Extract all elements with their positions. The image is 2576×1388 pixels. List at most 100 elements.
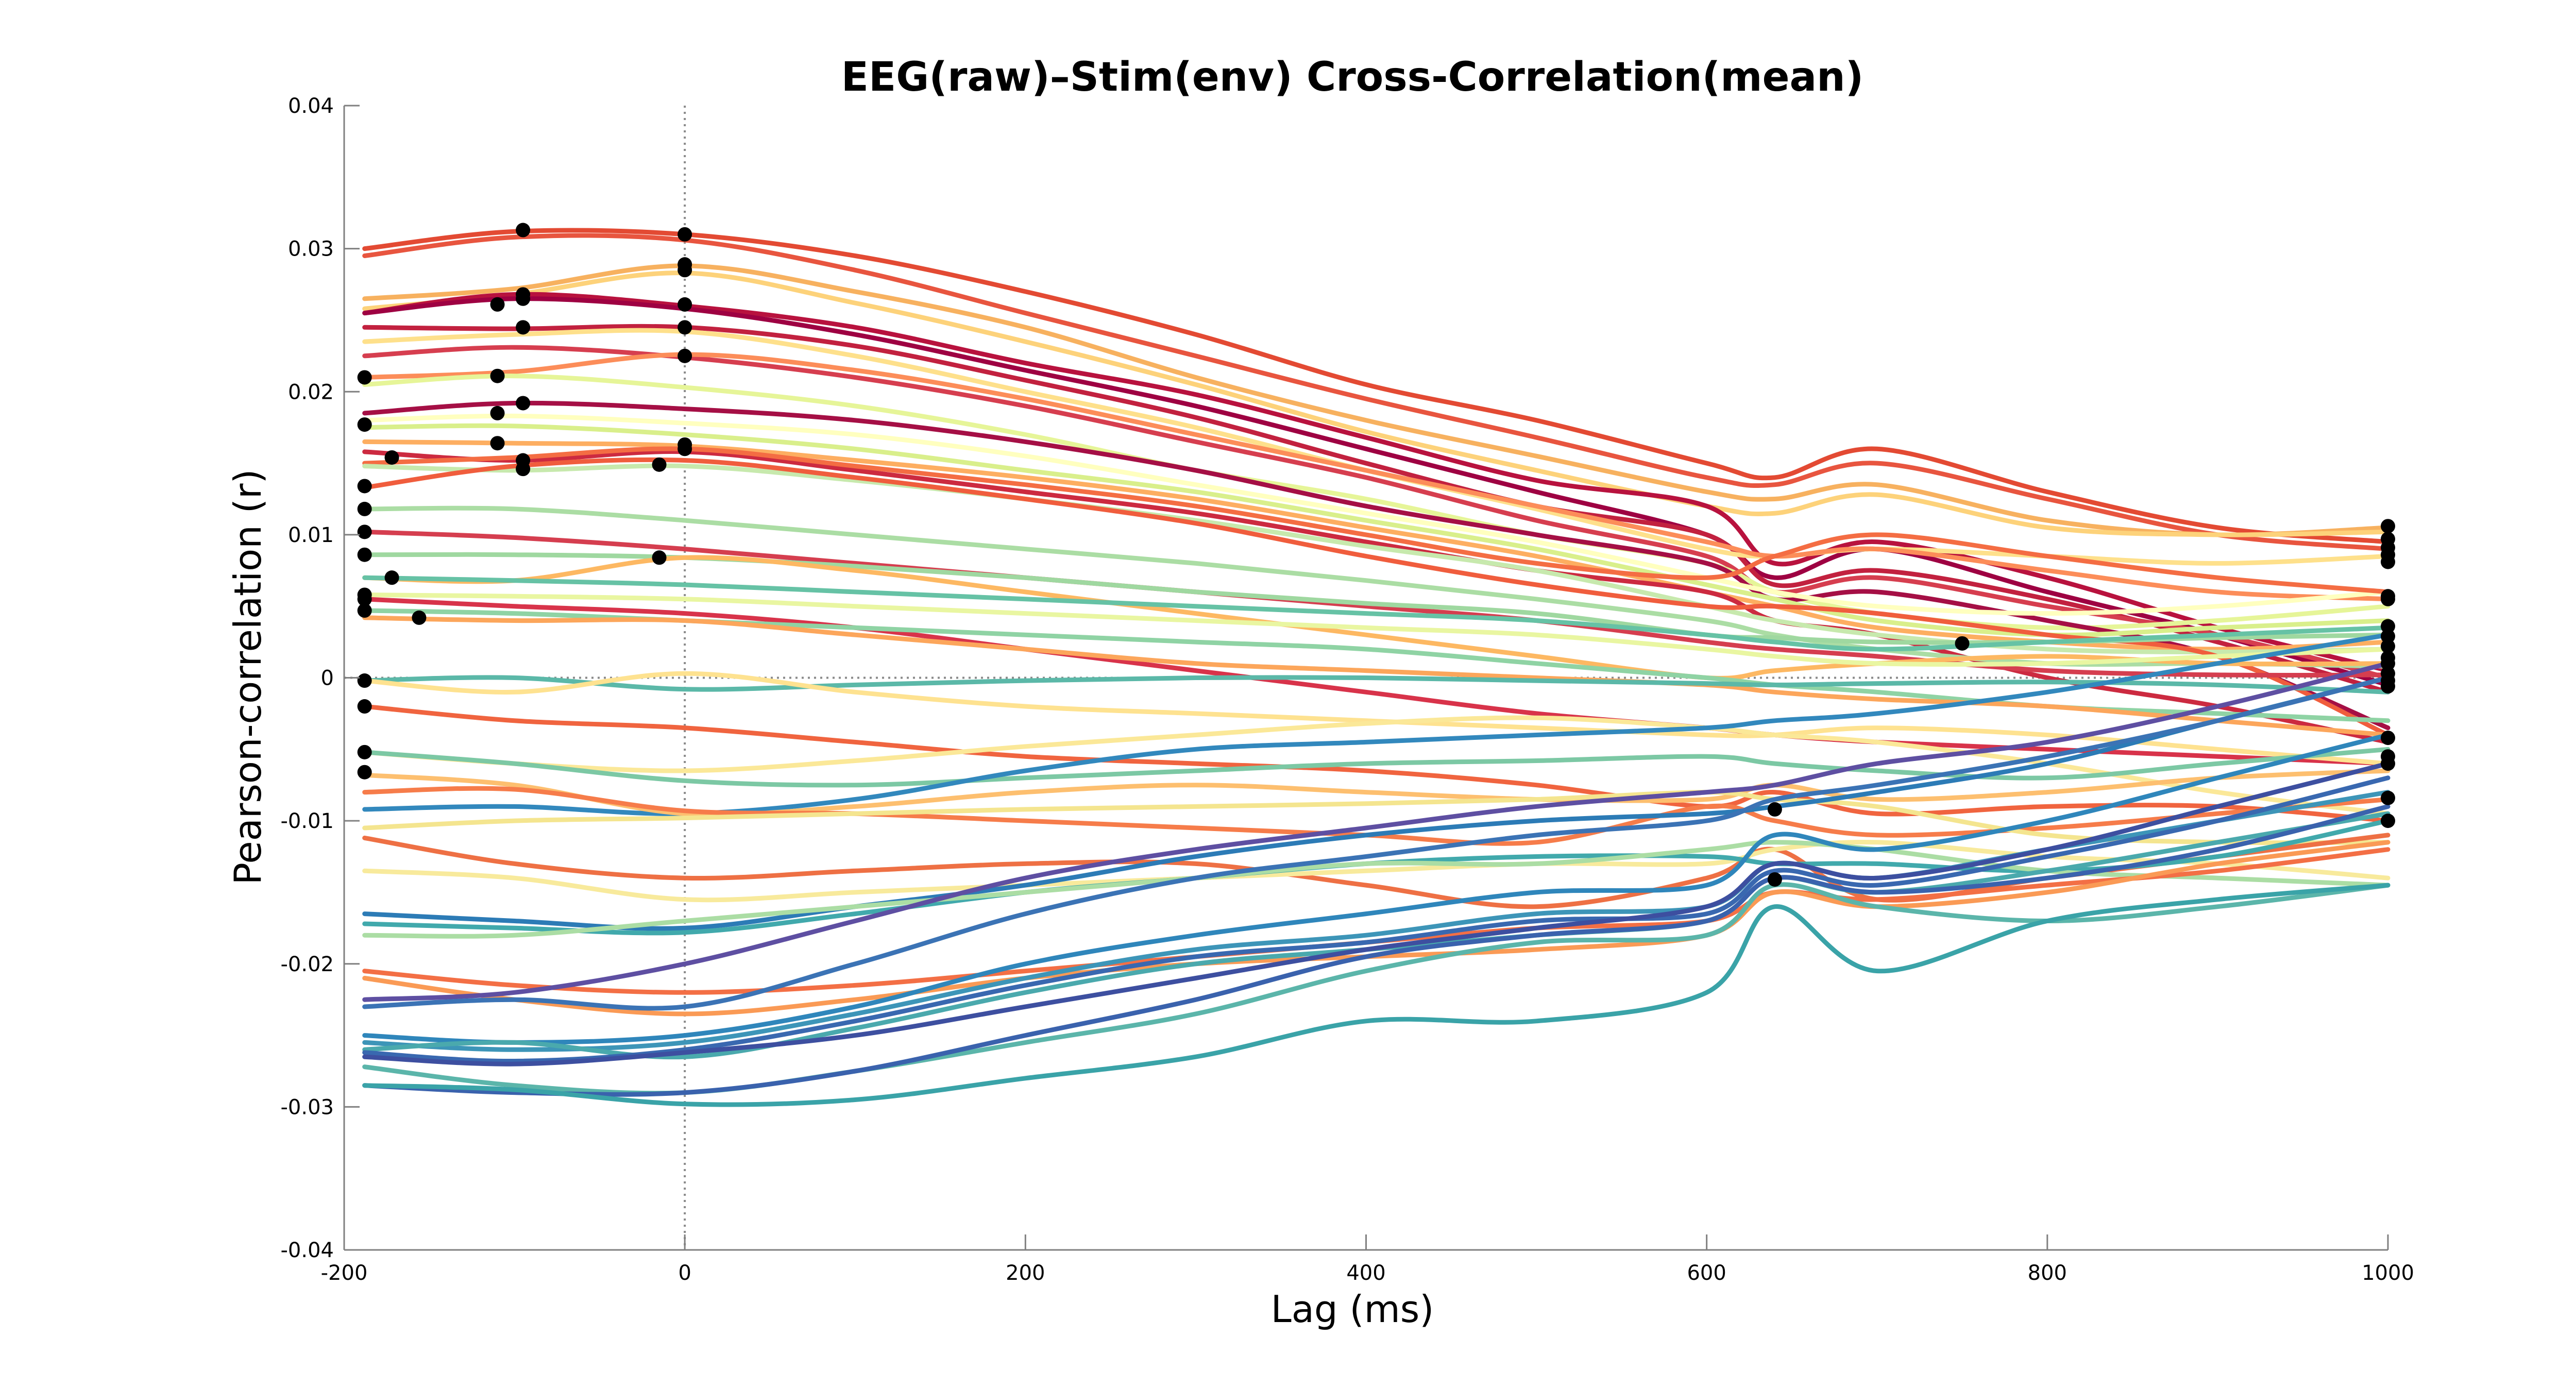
peak-marker: [384, 570, 399, 585]
peak-marker: [2381, 619, 2395, 634]
peak-marker: [490, 405, 505, 420]
peak-marker: [1767, 872, 1782, 887]
series-lines: [362, 228, 2391, 1107]
series-line: [362, 675, 2391, 931]
peak-marker: [357, 417, 372, 432]
series-line: [362, 733, 2391, 1045]
peak-marker: [2381, 519, 2395, 534]
peak-marker: [2381, 554, 2395, 569]
chart-title: EEG(raw)–Stim(env) Cross-Correlation(mea…: [841, 54, 1864, 100]
series-line: [362, 704, 2391, 823]
peak-marker: [490, 297, 505, 312]
peak-marker: [412, 610, 427, 625]
peak-marker: [516, 462, 531, 477]
series-line: [362, 811, 2391, 1060]
series-line: [362, 775, 2391, 1064]
series-line: [362, 457, 2391, 737]
series-line: [362, 840, 2391, 1017]
series-line: [362, 597, 2391, 766]
axes: -200 0 200 400 600 800 1000 -0.04-0.03-0.02-0.…: [281, 94, 2414, 1285]
y-tick-label: 0.01: [288, 523, 334, 547]
series-line: [362, 575, 2391, 652]
plot-area: [344, 106, 2395, 1250]
series-line: [362, 228, 2391, 545]
series-line: [362, 786, 2391, 846]
peak-marker: [2381, 656, 2395, 671]
y-tick-label: -0.01: [281, 809, 334, 833]
series-line: [362, 324, 2391, 695]
peak-marker: [2381, 591, 2395, 606]
x-axis-label: Lag (ms): [1271, 1288, 1434, 1331]
y-tick-label: 0: [321, 667, 334, 690]
y-tick-label: 0.03: [288, 238, 334, 261]
y-tick-label: 0.04: [288, 94, 334, 118]
series-line: [362, 661, 2391, 1002]
series-line: [362, 296, 2391, 687]
y-tick-label: -0.04: [281, 1239, 334, 1262]
peak-marker: [677, 227, 692, 242]
series-line: [362, 615, 2391, 737]
series-line: [362, 761, 2391, 1067]
peak-marker: [357, 591, 372, 606]
series-line: [362, 413, 2391, 616]
series-line: [362, 747, 2391, 788]
x-axis-ticks: -200 0 200 400 600 800 1000: [321, 1234, 2414, 1285]
y-tick-label: -0.02: [281, 953, 334, 976]
peak-marker: [2381, 639, 2395, 654]
peak-marker: [2381, 790, 2395, 805]
peak-marker: [677, 442, 692, 456]
x-tick-label: 800: [2028, 1261, 2067, 1285]
peak-marker: [677, 297, 692, 312]
series-line: [362, 804, 2391, 1097]
peak-marker: [652, 457, 667, 472]
x-tick-label: 400: [1346, 1261, 1385, 1285]
series-line: [362, 675, 2391, 1011]
peak-marker: [357, 699, 372, 714]
peak-marker: [2381, 629, 2395, 644]
peak-marker: [490, 436, 505, 451]
peak-marker: [357, 501, 372, 516]
peak-marker: [516, 291, 531, 306]
y-tick-label: 0.02: [288, 380, 334, 404]
peak-marker: [652, 550, 667, 565]
series-line: [362, 345, 2391, 680]
series-line: [362, 768, 2391, 817]
series-line: [362, 374, 2391, 631]
peak-marker: [516, 396, 531, 411]
peak-marker: [357, 479, 372, 494]
peak-marker: [516, 320, 531, 335]
series-line: [362, 400, 2391, 731]
series-line: [362, 233, 2391, 552]
series-line: [362, 263, 2391, 537]
peak-marker: [357, 744, 372, 759]
peak-marker: [357, 765, 372, 780]
peak-marker: [490, 368, 505, 383]
x-tick-label: 200: [1006, 1261, 1045, 1285]
series-line: [362, 675, 2391, 695]
peak-marker: [516, 223, 531, 238]
x-tick-label: 1000: [2362, 1261, 2414, 1285]
peak-marker: [357, 370, 372, 385]
x-tick-label: -200: [321, 1261, 368, 1285]
peak-marker: [2381, 756, 2395, 771]
peak-marker: [357, 524, 372, 539]
peak-marker: [2381, 731, 2395, 746]
series-line: [362, 555, 2391, 681]
series-line: [362, 790, 2391, 845]
x-tick-label: 0: [678, 1261, 691, 1285]
series-line: [362, 463, 2391, 654]
peak-marker: [357, 603, 372, 618]
peak-marker: [357, 673, 372, 688]
peak-marker: [2381, 679, 2395, 694]
y-tick-label: -0.03: [281, 1095, 334, 1119]
series-line: [362, 529, 2391, 678]
y-axis-ticks: -0.04 -0.03 -0.02 -0.01 0 0.01 0.02 0.03 0.04: [281, 94, 360, 1262]
series-line: [362, 593, 2391, 667]
series-line: [362, 352, 2391, 602]
peak-marker: [2381, 814, 2395, 828]
x-tick-label: 600: [1687, 1261, 1726, 1285]
series-line: [362, 446, 2391, 595]
peak-markers: [357, 223, 2395, 887]
